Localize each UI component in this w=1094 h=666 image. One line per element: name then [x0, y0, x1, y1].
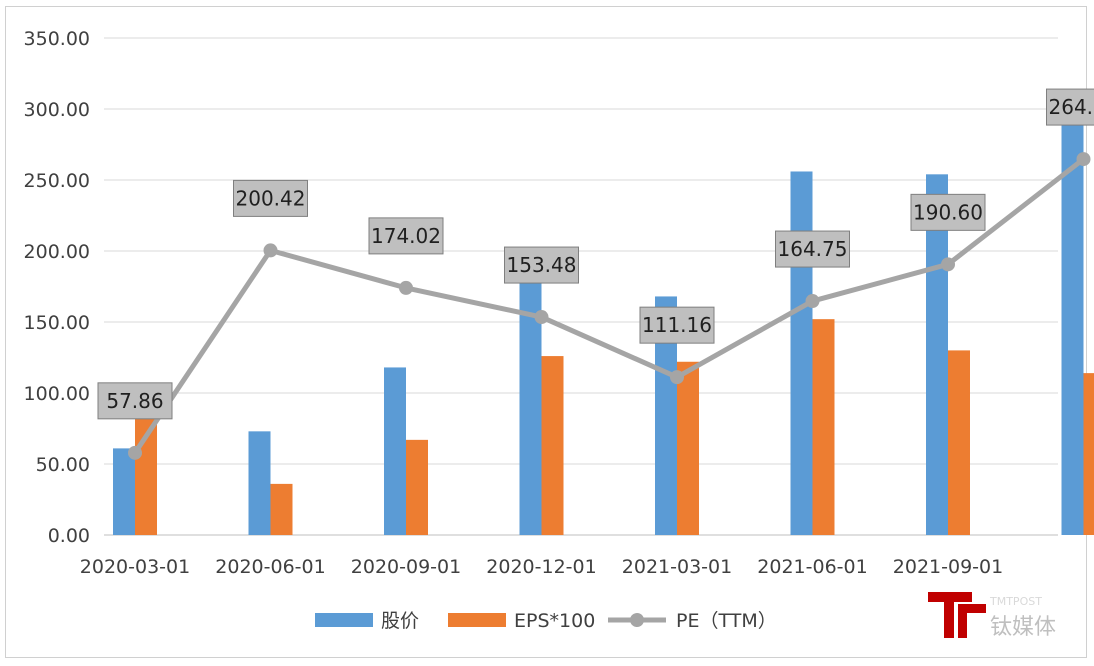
pe-point	[805, 294, 820, 309]
y-tick-label: 200.00	[24, 241, 90, 263]
data-label-text: 111.16	[642, 313, 712, 337]
legend-swatch	[448, 613, 506, 627]
bars	[113, 97, 1094, 536]
chart-frame	[5, 6, 1087, 658]
legend-swatch	[315, 613, 373, 627]
data-label-box	[97, 382, 173, 420]
bar-eps	[270, 483, 293, 535]
data-label: 174.02	[368, 217, 444, 255]
legend-item: PE（TTM）	[608, 610, 777, 632]
bar-price	[113, 448, 135, 535]
y-tick-label: 100.00	[24, 383, 90, 405]
y-tick-label: 50.00	[36, 454, 90, 476]
data-label-box	[1046, 88, 1094, 126]
watermark-text-en: TMTPOST	[989, 595, 1042, 608]
data-label: 164.75	[775, 230, 850, 268]
watermark-logo: TMTPOST 钛媒体	[928, 592, 1056, 640]
pe-point	[263, 243, 278, 258]
x-axis-ticks: 2020-03-01 2020-06-01 2020-09-01 2020-12-01…	[80, 556, 1003, 578]
legend: 股价 EPS*100 PE（TTM）	[315, 610, 777, 632]
bar-eps	[406, 439, 428, 535]
bar-price	[655, 296, 677, 535]
data-label-box	[233, 179, 308, 217]
y-tick-label: 250.00	[24, 170, 90, 192]
data-label-text: 174.02	[371, 224, 441, 248]
x-tick-label: 2020-12-01	[486, 556, 596, 578]
y-tick-label: 350.00	[24, 28, 90, 50]
pe-point	[941, 257, 955, 272]
bar-price	[248, 431, 271, 535]
data-label: 264.74	[1046, 88, 1094, 126]
y-axis-ticks: 0.00 50.00 100.00 150.00 200.00 250.00 300.00 3…	[24, 28, 90, 547]
x-tick-label: 2021-09-01	[893, 556, 1003, 578]
pe-point	[1076, 152, 1091, 167]
x-tick-label: 2020-09-01	[351, 556, 461, 578]
data-label: 57.86	[97, 382, 173, 420]
bar-eps	[812, 319, 835, 535]
bar-eps	[1083, 373, 1094, 535]
data-label-box	[368, 217, 444, 255]
legend-item: EPS*100	[448, 610, 595, 632]
bar-price	[1061, 97, 1084, 535]
pe-series-line	[132, 157, 1086, 455]
data-label-text: 153.48	[507, 253, 577, 277]
bar-price	[384, 367, 406, 535]
legend-label: 股价	[381, 610, 419, 632]
pe-point	[534, 310, 549, 325]
data-label-text: 164.75	[778, 237, 848, 261]
data-label-box	[639, 306, 715, 344]
data-label-box	[775, 230, 850, 268]
watermark-text-cn: 钛媒体	[990, 615, 1056, 640]
pe-line	[128, 152, 1091, 460]
data-label-box	[910, 193, 986, 231]
y-tick-label: 150.00	[24, 312, 90, 334]
x-tick-label: 2021-03-01	[622, 556, 732, 578]
legend-marker	[630, 613, 644, 627]
bar-price	[790, 171, 813, 536]
bar-eps	[677, 361, 699, 535]
bar-eps	[541, 356, 564, 535]
x-tick-label: 2020-03-01	[80, 556, 190, 578]
y-tick-label: 300.00	[24, 99, 90, 121]
x-tick-label: 2021-06-01	[757, 556, 867, 578]
bar-eps	[948, 350, 970, 535]
data-label-text: 200.42	[236, 186, 306, 210]
data-label: 190.60	[910, 193, 986, 231]
data-label-text: 264.74	[1049, 95, 1094, 119]
data-label-text: 190.60	[913, 200, 983, 224]
x-tick-label: 2020-06-01	[215, 556, 325, 578]
data-label-box	[504, 246, 579, 284]
data-label-text: 57.86	[106, 389, 163, 413]
legend-label: PE（TTM）	[676, 610, 777, 632]
data-labels: 57.86 200.42 174.02 153.48 111.16 164.75 190.6…	[97, 88, 1094, 420]
legend-item: 股价	[315, 610, 419, 632]
pe-point	[128, 445, 142, 460]
data-label: 153.48	[504, 246, 579, 284]
legend-label: EPS*100	[514, 610, 595, 632]
y-tick-label: 0.00	[48, 525, 90, 547]
data-label: 200.42	[233, 179, 308, 217]
pe-point	[670, 370, 684, 385]
data-label: 111.16	[639, 306, 715, 344]
bar-price	[519, 253, 542, 535]
pe-point	[399, 280, 413, 295]
